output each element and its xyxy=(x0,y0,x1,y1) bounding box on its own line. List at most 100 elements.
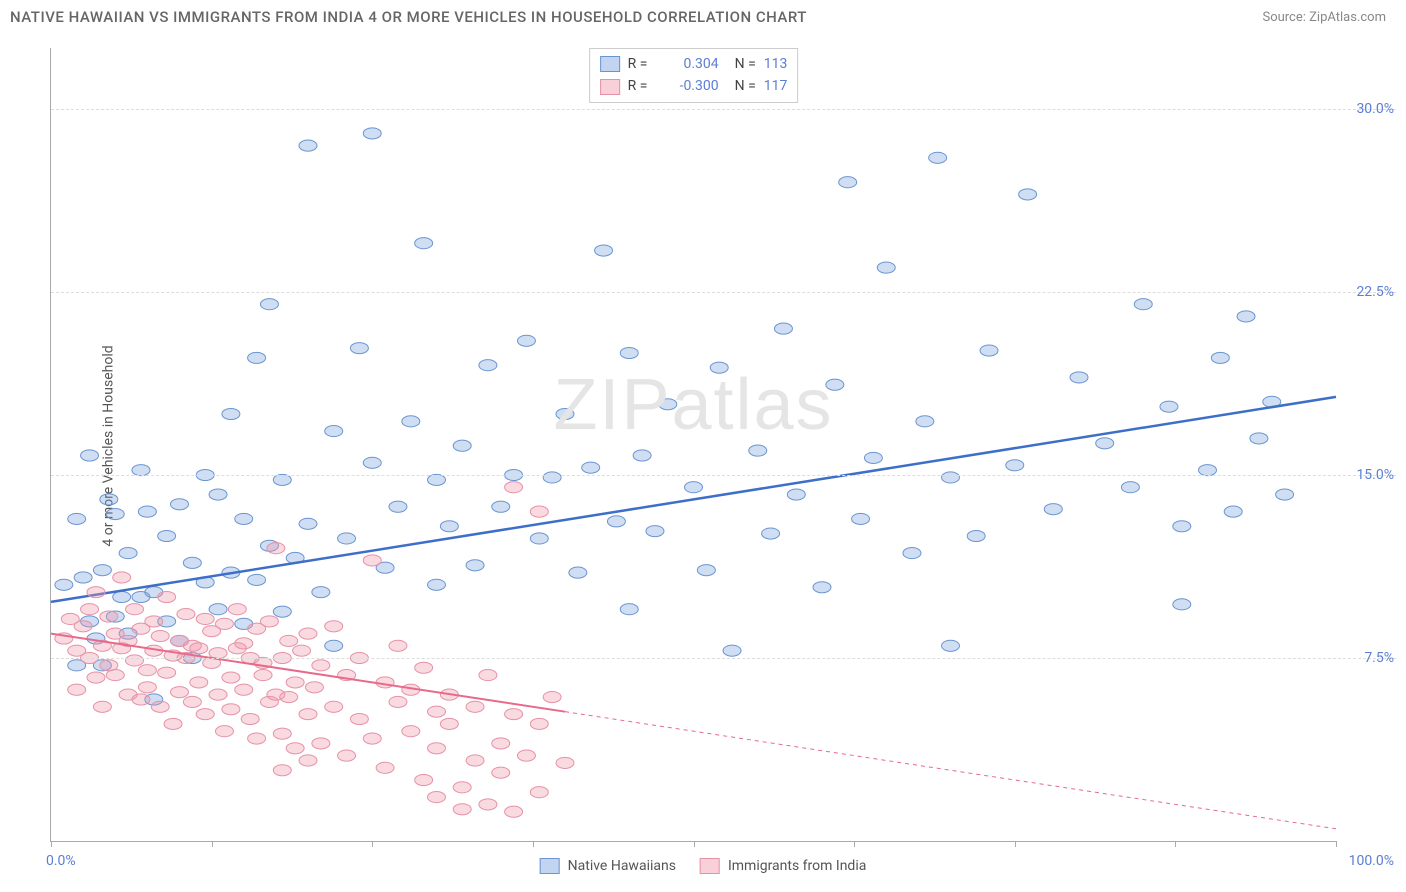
data-point xyxy=(1276,489,1294,500)
data-point xyxy=(479,799,497,810)
data-point xyxy=(100,611,118,622)
data-point xyxy=(389,696,407,707)
data-point xyxy=(428,743,446,754)
data-point xyxy=(363,733,381,744)
data-point xyxy=(543,691,561,702)
data-point xyxy=(106,670,124,681)
x-axis-min-label: 0.0% xyxy=(46,853,76,869)
data-point xyxy=(1121,482,1139,493)
data-point xyxy=(81,450,99,461)
x-tick-mark xyxy=(1015,841,1016,847)
data-point xyxy=(903,548,921,559)
data-point xyxy=(119,548,137,559)
y-tick-label: 22.5% xyxy=(1356,284,1394,300)
data-point xyxy=(376,762,394,773)
data-point xyxy=(492,767,510,778)
data-point xyxy=(530,533,548,544)
data-point xyxy=(466,755,484,766)
data-point xyxy=(171,499,189,510)
data-point xyxy=(222,408,240,419)
data-point xyxy=(215,618,233,629)
data-point xyxy=(145,616,163,627)
data-point xyxy=(132,694,150,705)
data-point xyxy=(338,750,356,761)
legend-swatch xyxy=(600,79,620,95)
data-point xyxy=(350,343,368,354)
r-value: 0.304 xyxy=(664,53,719,75)
data-point xyxy=(685,482,703,493)
data-point xyxy=(1173,521,1191,532)
data-point xyxy=(530,506,548,517)
data-point xyxy=(839,177,857,188)
data-point xyxy=(138,506,156,517)
data-point xyxy=(325,426,343,437)
data-point xyxy=(402,726,420,737)
data-point xyxy=(1237,311,1255,322)
data-point xyxy=(273,728,291,739)
data-point xyxy=(248,733,266,744)
data-point xyxy=(228,604,246,615)
data-point xyxy=(260,299,278,310)
data-point xyxy=(312,660,330,671)
data-point xyxy=(87,587,105,598)
data-point xyxy=(428,706,446,717)
data-point xyxy=(138,665,156,676)
data-point xyxy=(1173,599,1191,610)
data-point xyxy=(196,709,214,720)
data-point xyxy=(338,533,356,544)
data-point xyxy=(183,557,201,568)
data-point xyxy=(325,640,343,651)
data-point xyxy=(299,755,317,766)
data-point xyxy=(222,672,240,683)
data-point xyxy=(171,687,189,698)
data-point xyxy=(556,757,574,768)
chart-plot-area: ZIPatlas R =0.304N =113R =-0.300N =117 0… xyxy=(50,48,1336,842)
data-point xyxy=(723,645,741,656)
data-point xyxy=(74,621,92,632)
x-tick-mark xyxy=(372,841,373,847)
data-point xyxy=(749,445,767,456)
data-point xyxy=(177,609,195,620)
data-point xyxy=(209,489,227,500)
data-point xyxy=(260,616,278,627)
data-point xyxy=(325,621,343,632)
data-point xyxy=(453,440,471,451)
data-point xyxy=(864,452,882,463)
data-point xyxy=(55,579,73,590)
data-point xyxy=(543,472,561,483)
data-point xyxy=(479,360,497,371)
gridline xyxy=(51,292,1396,293)
data-point xyxy=(492,738,510,749)
data-point xyxy=(87,672,105,683)
chart-title: NATIVE HAWAIIAN VS IMMIGRANTS FROM INDIA… xyxy=(10,8,807,26)
data-point xyxy=(267,543,285,554)
data-point xyxy=(209,689,227,700)
data-point xyxy=(620,604,638,615)
scatter-plot-svg xyxy=(51,48,1336,841)
data-point xyxy=(929,152,947,163)
data-point xyxy=(74,572,92,583)
data-point xyxy=(363,128,381,139)
data-point xyxy=(81,604,99,615)
data-point xyxy=(132,465,150,476)
legend-swatch xyxy=(600,56,620,72)
data-point xyxy=(505,709,523,720)
series-legend: Native HawaiiansImmigrants from India xyxy=(540,858,867,874)
data-point xyxy=(299,628,317,639)
legend-row: R =-0.300N =117 xyxy=(600,75,788,97)
data-point xyxy=(440,521,458,532)
data-point xyxy=(235,638,253,649)
data-point xyxy=(466,701,484,712)
data-point xyxy=(209,604,227,615)
data-point xyxy=(453,782,471,793)
data-point xyxy=(633,450,651,461)
data-point xyxy=(151,630,169,641)
data-point xyxy=(254,670,272,681)
gridline xyxy=(51,109,1396,110)
data-point xyxy=(100,494,118,505)
data-point xyxy=(126,604,144,615)
data-point xyxy=(697,565,715,576)
gridline xyxy=(51,475,1396,476)
data-point xyxy=(569,567,587,578)
legend-label: Immigrants from India xyxy=(728,858,866,874)
